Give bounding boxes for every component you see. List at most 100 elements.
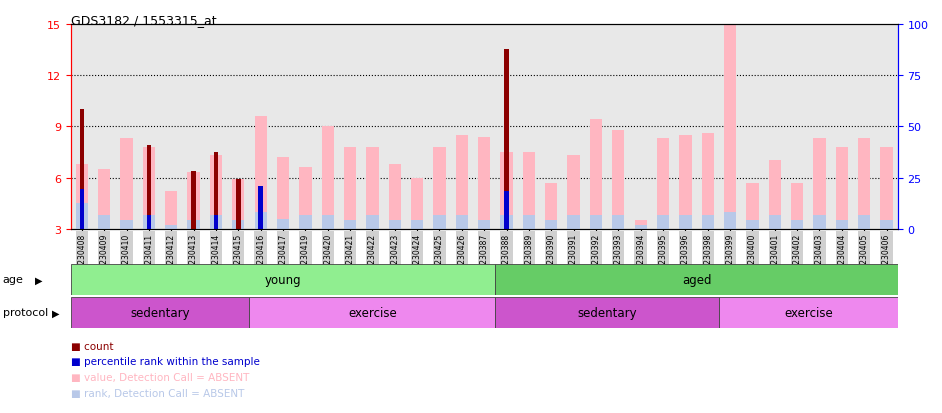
- Bar: [147, 146, 151, 229]
- Bar: [719, 297, 898, 328]
- Bar: [75, 204, 88, 229]
- Text: protocol: protocol: [3, 308, 48, 318]
- Bar: [344, 147, 356, 229]
- Bar: [210, 156, 222, 229]
- Bar: [769, 161, 781, 229]
- Bar: [214, 216, 219, 229]
- Bar: [567, 156, 579, 229]
- Text: ▶: ▶: [35, 275, 42, 285]
- Bar: [881, 147, 893, 229]
- Bar: [254, 117, 267, 229]
- Text: ■ rank, Detection Call = ABSENT: ■ rank, Detection Call = ABSENT: [71, 388, 244, 398]
- Bar: [250, 297, 495, 328]
- Bar: [300, 216, 312, 229]
- Bar: [500, 152, 512, 229]
- Bar: [858, 216, 870, 229]
- Bar: [813, 139, 825, 229]
- Bar: [143, 147, 155, 229]
- Bar: [433, 216, 446, 229]
- Bar: [724, 11, 737, 229]
- Bar: [657, 216, 669, 229]
- Bar: [567, 216, 579, 229]
- Bar: [791, 183, 804, 229]
- Bar: [300, 168, 312, 229]
- Bar: [504, 192, 509, 229]
- Bar: [366, 216, 379, 229]
- Bar: [635, 221, 647, 229]
- Bar: [191, 171, 196, 229]
- Bar: [98, 170, 110, 229]
- Bar: [724, 212, 737, 229]
- Bar: [746, 221, 758, 229]
- Bar: [389, 164, 401, 229]
- Text: young: young: [265, 273, 301, 286]
- Bar: [277, 219, 289, 229]
- Bar: [679, 216, 691, 229]
- Bar: [679, 135, 691, 229]
- Text: age: age: [3, 275, 24, 285]
- Text: sedentary: sedentary: [577, 306, 637, 319]
- Bar: [143, 216, 155, 229]
- Bar: [236, 180, 240, 229]
- Text: GDS3182 / 1553315_at: GDS3182 / 1553315_at: [71, 14, 217, 27]
- Bar: [881, 221, 893, 229]
- Bar: [746, 183, 758, 229]
- Bar: [545, 221, 558, 229]
- Bar: [478, 221, 491, 229]
- Bar: [478, 137, 491, 229]
- Bar: [545, 183, 558, 229]
- Bar: [635, 226, 647, 229]
- Bar: [590, 120, 602, 229]
- Text: aged: aged: [682, 273, 711, 286]
- Bar: [165, 192, 177, 229]
- Text: ■ percentile rank within the sample: ■ percentile rank within the sample: [71, 356, 260, 366]
- Bar: [210, 216, 222, 229]
- Bar: [389, 221, 401, 229]
- Bar: [121, 139, 133, 229]
- Bar: [433, 147, 446, 229]
- Bar: [813, 216, 825, 229]
- Bar: [321, 216, 333, 229]
- Bar: [495, 264, 898, 295]
- Bar: [523, 216, 535, 229]
- Bar: [232, 180, 244, 229]
- Bar: [344, 221, 356, 229]
- Bar: [71, 264, 495, 295]
- Bar: [277, 158, 289, 229]
- Bar: [612, 216, 625, 229]
- Bar: [187, 173, 200, 229]
- Bar: [702, 216, 714, 229]
- Text: sedentary: sedentary: [130, 306, 190, 319]
- Text: ■ count: ■ count: [71, 341, 113, 351]
- Bar: [791, 221, 804, 229]
- Bar: [836, 221, 848, 229]
- Bar: [523, 152, 535, 229]
- Bar: [71, 297, 250, 328]
- Bar: [98, 216, 110, 229]
- Bar: [456, 135, 468, 229]
- Bar: [366, 147, 379, 229]
- Bar: [165, 226, 177, 229]
- Text: exercise: exercise: [784, 306, 833, 319]
- Bar: [79, 190, 84, 229]
- Bar: [495, 297, 719, 328]
- Bar: [657, 139, 669, 229]
- Bar: [702, 134, 714, 229]
- Bar: [79, 110, 84, 229]
- Text: exercise: exercise: [348, 306, 397, 319]
- Bar: [121, 221, 133, 229]
- Text: ▶: ▶: [52, 308, 59, 318]
- Bar: [612, 131, 625, 229]
- Bar: [769, 216, 781, 229]
- Bar: [411, 221, 423, 229]
- Bar: [456, 216, 468, 229]
- Bar: [590, 216, 602, 229]
- Bar: [75, 164, 88, 229]
- Bar: [858, 139, 870, 229]
- Bar: [504, 50, 509, 229]
- Bar: [147, 216, 151, 229]
- Bar: [836, 147, 848, 229]
- Bar: [214, 152, 219, 229]
- Bar: [232, 221, 244, 229]
- Bar: [258, 187, 263, 229]
